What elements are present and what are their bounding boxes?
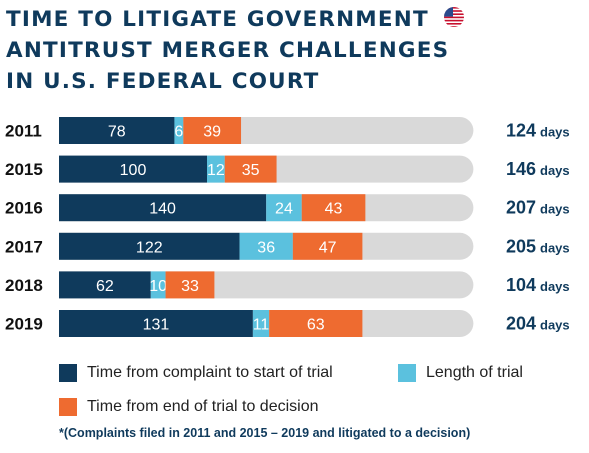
total-unit-label: days: [540, 125, 570, 140]
year-label: 2011: [5, 122, 42, 141]
us-flag-icon: [444, 7, 464, 27]
chart-title-line-3: IN U.S. FEDERAL COURT: [6, 69, 320, 94]
bar-value-label: 33: [181, 278, 199, 295]
bar-segment-trial-to-decision: [269, 310, 363, 337]
chart-title-line-2: ANTITRUST MERGER CHALLENGES: [6, 38, 450, 63]
bar-value-label: 36: [257, 239, 275, 256]
year-label: 2015: [5, 160, 43, 179]
year-label: 2019: [5, 315, 43, 334]
bar-segment-trial-to-decision: [292, 232, 363, 260]
bar-segment-complaint-to-trial: [59, 117, 175, 144]
total-value-label: 124: [506, 121, 536, 141]
legend-label-trial-to-decision: Time from end of trial to decision: [87, 398, 319, 415]
legend-item-length-of-trial: Length of trial: [398, 364, 523, 382]
bar-segment-trial-to-decision: [301, 194, 366, 222]
total-value-label: 146: [506, 159, 536, 179]
bar-value-label: 63: [307, 317, 325, 334]
bar-segment-length-of-trial: [252, 310, 270, 337]
bar-value-label: 47: [319, 239, 337, 256]
bar-segment-trial-to-decision: [183, 117, 242, 144]
bar-value-label: 24: [275, 201, 293, 218]
bar-segment-length-of-trial: [150, 271, 166, 299]
bar-value-label: 78: [108, 124, 126, 141]
bar-value-label: 12: [207, 162, 225, 179]
total-unit-label: days: [540, 202, 570, 217]
legend-swatch-trial-to-decision: [59, 398, 77, 416]
bar-segment-trial-to-decision: [224, 155, 277, 183]
bar-segment-complaint-to-trial: [59, 310, 253, 337]
total-unit-label: days: [540, 163, 570, 178]
year-label: 2016: [5, 199, 43, 218]
legend-label-length-of-trial: Length of trial: [426, 364, 523, 381]
total-value-label: 205: [506, 236, 536, 256]
bar-segment-complaint-to-trial: [59, 232, 240, 260]
bar-value-label: 100: [120, 162, 147, 179]
bar-segment-complaint-to-trial: [59, 155, 207, 183]
legend-swatch-complaint-to-trial: [59, 364, 77, 382]
legend-swatch-length-of-trial: [398, 364, 416, 382]
stacked-bar-chart: 2011 78 6 39 124 days 2015 100 12 35 146 days 2016 14…: [5, 117, 570, 337]
bar-segment-complaint-to-trial: [59, 271, 151, 299]
legend-item-complaint-to-trial: Time from complaint to start of trial: [59, 364, 333, 382]
chart-title-line-1: TIME TO LITIGATE GOVERNMENT: [6, 7, 429, 32]
bar-value-label: 6: [174, 124, 183, 141]
bar-segment-length-of-trial: [239, 232, 293, 260]
total-value-label: 104: [506, 275, 536, 295]
bar-value-label: 35: [242, 162, 260, 179]
bar-value-label: 10: [149, 278, 167, 295]
bar-value-label: 140: [149, 201, 176, 218]
bar-value-label: 39: [203, 124, 221, 141]
total-unit-label: days: [540, 279, 570, 294]
bar-segment-length-of-trial: [174, 117, 184, 144]
legend-label-complaint-to-trial: Time from complaint to start of trial: [87, 364, 333, 381]
bar-segment-length-of-trial: [207, 155, 225, 183]
bar-segment-complaint-to-trial: [59, 194, 267, 222]
total-value-label: 204: [506, 314, 536, 334]
legend-item-trial-to-decision: Time from end of trial to decision: [59, 398, 319, 416]
bar-value-label: 11: [253, 317, 270, 334]
footnote: *(Complaints filed in 2011 and 2015 – 20…: [59, 426, 471, 440]
total-unit-label: days: [540, 318, 570, 333]
bar-segment-length-of-trial: [266, 194, 302, 222]
bar-segment-trial-to-decision: [165, 271, 215, 299]
year-label: 2018: [5, 276, 43, 295]
total-unit-label: days: [540, 240, 570, 255]
bar-value-label: 62: [96, 278, 114, 295]
bar-value-label: 43: [325, 201, 343, 218]
bar-value-label: 131: [143, 317, 170, 334]
year-label: 2017: [5, 237, 43, 256]
chart-title: TIME TO LITIGATE GOVERNMENT ANTITRUST ME…: [6, 4, 449, 97]
bar-value-label: 122: [136, 239, 163, 256]
total-value-label: 207: [506, 198, 536, 218]
